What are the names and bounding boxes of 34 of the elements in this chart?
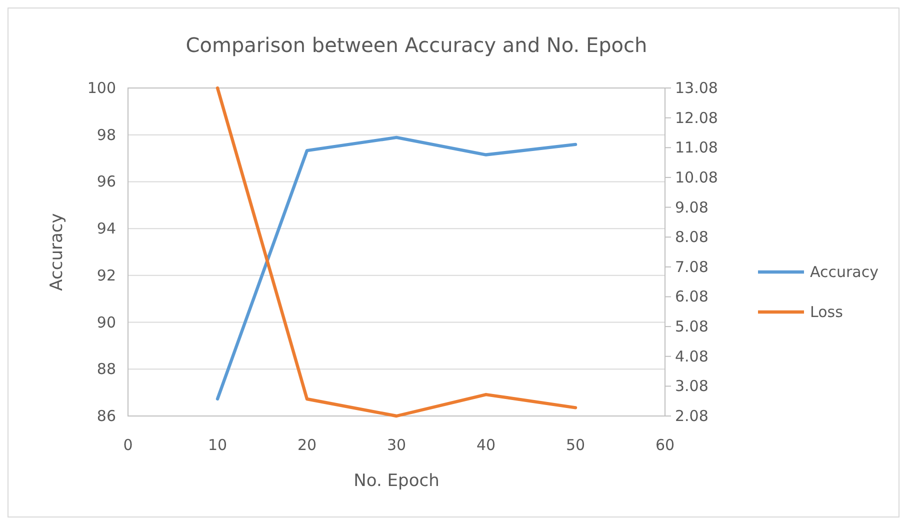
x-tick-label: 30 [386,436,406,454]
line-series [216,136,578,400]
y-tick-label: 90 [96,313,116,332]
y2-tick-label: 9.08 [675,198,708,216]
chart-title: Comparison between Accuracy and No. Epoch [186,33,648,57]
x-tick-label: 40 [476,436,496,454]
y2-tick-label: 11.08 [675,138,718,157]
legend-label: Loss [810,303,844,321]
x-tick-label: 0 [123,436,133,454]
y2-tick-label: 10.08 [675,168,718,186]
y-tick-label: 88 [96,360,116,378]
y-axis-title: Accuracy [47,213,67,291]
y-tick-label: 92 [96,266,116,284]
y-tick-label: 86 [96,407,116,425]
y2-tick-label: 5.08 [675,318,708,336]
y2-tick-label: 12.08 [675,108,718,127]
x-tick-label: 20 [297,436,317,454]
legend-label: Accuracy [810,263,879,281]
y2-tick-label: 4.08 [675,347,708,366]
y2-tick-label: 6.08 [675,288,708,306]
y-tick-label: 94 [96,220,116,238]
y-tick-label: 100 [87,79,116,97]
x-tick-label: 10 [208,436,228,454]
y2-tick-label: 13.08 [675,79,718,97]
line-series [216,86,578,418]
y2-tick-label: 8.08 [675,228,708,246]
y-tick-label: 96 [96,172,116,191]
x-axis-title: No. Epoch [354,471,440,491]
x-tick-label: 60 [655,436,675,454]
y2-tick-label: 2.08 [675,407,708,425]
x-tick-label: 50 [566,436,586,454]
y2-tick-label: 3.08 [675,377,708,396]
y-tick-label: 98 [96,126,116,144]
y2-tick-label: 7.08 [675,258,708,276]
